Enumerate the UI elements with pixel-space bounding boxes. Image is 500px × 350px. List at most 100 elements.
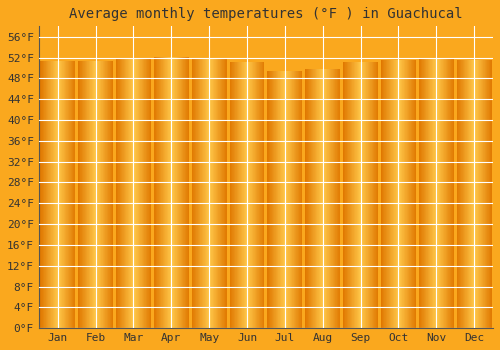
- Bar: [198, 58, 200, 328]
- Bar: [486, 60, 487, 328]
- Bar: [87, 61, 88, 328]
- Bar: [392, 60, 393, 328]
- Bar: [451, 58, 452, 328]
- Bar: [449, 58, 450, 328]
- Bar: [356, 62, 357, 328]
- Bar: [404, 60, 405, 328]
- Bar: [200, 58, 201, 328]
- Bar: [126, 57, 127, 328]
- Bar: [487, 60, 488, 328]
- Bar: [409, 60, 410, 328]
- Bar: [131, 57, 132, 328]
- Bar: [443, 58, 444, 328]
- Bar: [133, 57, 134, 328]
- Bar: [316, 69, 317, 328]
- Bar: [484, 60, 485, 328]
- Bar: [137, 57, 138, 328]
- Bar: [463, 60, 464, 328]
- Bar: [408, 60, 409, 328]
- Bar: [462, 60, 463, 328]
- Bar: [374, 62, 375, 328]
- Bar: [387, 60, 388, 328]
- Bar: [419, 58, 420, 328]
- Bar: [232, 62, 233, 328]
- Bar: [406, 60, 407, 328]
- Bar: [393, 60, 394, 328]
- Bar: [46, 61, 48, 328]
- Bar: [259, 62, 260, 328]
- Bar: [269, 70, 270, 328]
- Bar: [477, 60, 478, 328]
- Bar: [212, 58, 213, 328]
- Bar: [274, 70, 275, 328]
- Bar: [298, 70, 299, 328]
- Bar: [336, 69, 337, 328]
- Bar: [138, 57, 139, 328]
- Bar: [471, 60, 472, 328]
- Bar: [398, 60, 399, 328]
- Bar: [42, 61, 43, 328]
- Bar: [362, 62, 363, 328]
- Bar: [98, 61, 99, 328]
- Bar: [256, 62, 257, 328]
- Bar: [185, 57, 186, 328]
- Bar: [237, 62, 238, 328]
- Bar: [490, 60, 491, 328]
- Bar: [147, 57, 148, 328]
- Bar: [297, 70, 298, 328]
- Bar: [321, 69, 322, 328]
- Bar: [201, 58, 202, 328]
- Bar: [58, 61, 59, 328]
- Bar: [460, 60, 461, 328]
- Bar: [474, 60, 476, 328]
- Bar: [343, 62, 344, 328]
- Bar: [279, 70, 280, 328]
- Bar: [284, 70, 285, 328]
- Bar: [180, 57, 181, 328]
- Bar: [74, 61, 75, 328]
- Bar: [285, 70, 286, 328]
- Bar: [476, 60, 477, 328]
- Bar: [81, 61, 82, 328]
- Bar: [60, 61, 61, 328]
- Bar: [64, 61, 66, 328]
- Bar: [314, 69, 315, 328]
- Bar: [442, 58, 443, 328]
- Bar: [357, 62, 358, 328]
- Bar: [317, 69, 318, 328]
- Bar: [177, 57, 178, 328]
- Bar: [350, 62, 352, 328]
- Bar: [108, 61, 109, 328]
- Bar: [68, 61, 69, 328]
- Bar: [467, 60, 468, 328]
- Bar: [288, 70, 289, 328]
- Bar: [101, 61, 102, 328]
- Bar: [458, 60, 459, 328]
- Bar: [61, 61, 62, 328]
- Bar: [124, 57, 126, 328]
- Bar: [470, 60, 471, 328]
- Bar: [324, 69, 325, 328]
- Bar: [186, 57, 187, 328]
- Bar: [240, 62, 241, 328]
- Bar: [90, 61, 91, 328]
- Bar: [247, 62, 248, 328]
- Bar: [174, 57, 175, 328]
- Bar: [296, 70, 297, 328]
- Bar: [163, 57, 164, 328]
- Bar: [251, 62, 252, 328]
- Bar: [278, 70, 279, 328]
- Bar: [354, 62, 355, 328]
- Bar: [405, 60, 406, 328]
- Bar: [254, 62, 255, 328]
- Bar: [448, 58, 449, 328]
- Bar: [382, 60, 384, 328]
- Bar: [79, 61, 80, 328]
- Bar: [89, 61, 90, 328]
- Bar: [385, 60, 386, 328]
- Bar: [157, 57, 158, 328]
- Bar: [183, 57, 184, 328]
- Bar: [63, 61, 64, 328]
- Bar: [403, 60, 404, 328]
- Bar: [62, 61, 63, 328]
